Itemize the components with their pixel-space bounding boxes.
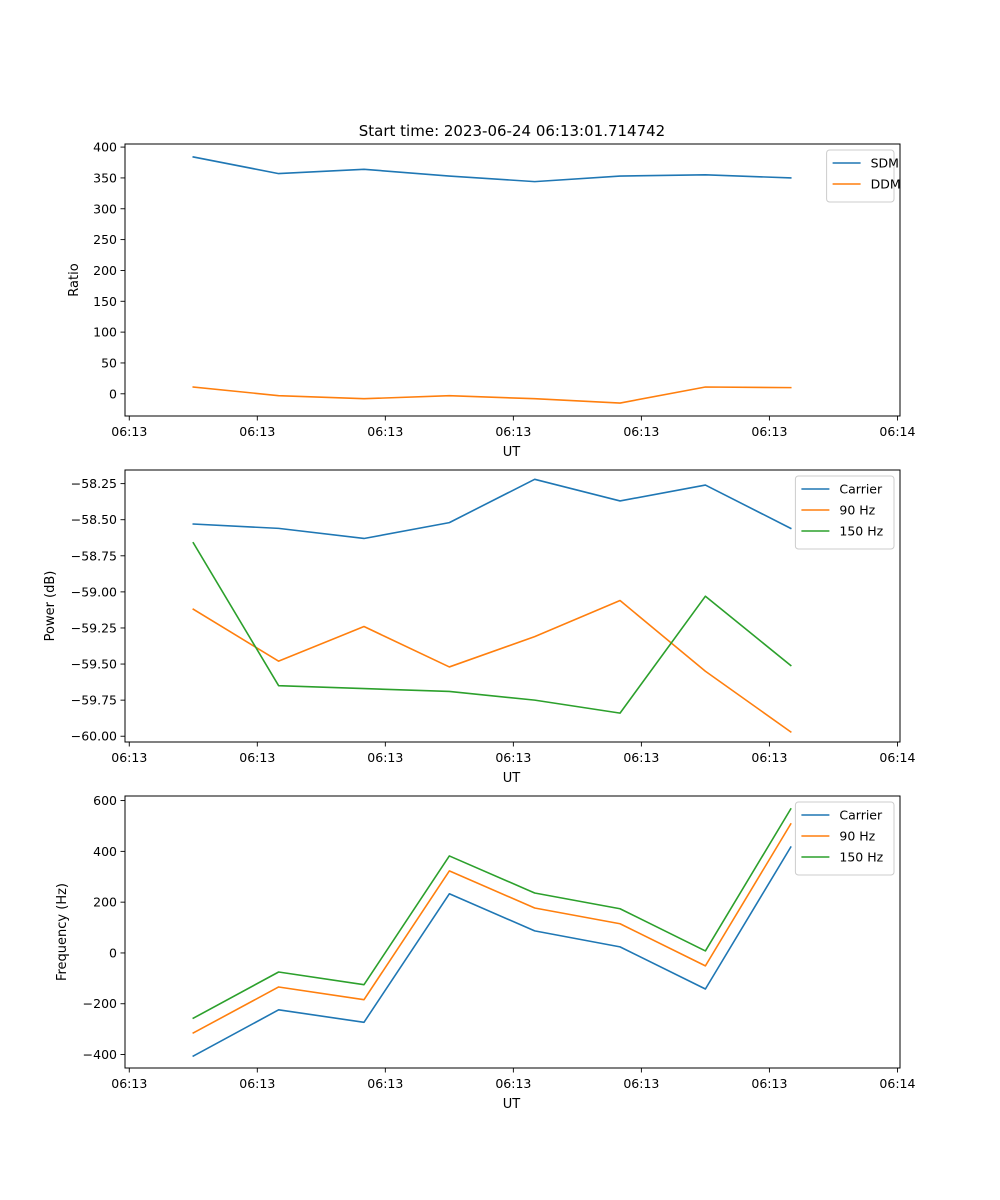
legend-label: SDM [871,156,899,171]
y-tick-label: 50 [101,355,117,370]
y-tick-label: 250 [93,232,117,247]
series-line-2-3 [192,541,792,714]
x-axis-label: UT [503,445,521,460]
legend-label: 90 Hz [839,503,875,518]
y-tick-label: 0 [109,945,117,960]
x-tick-label: 06:13 [239,750,275,765]
axes-frame [124,469,901,743]
x-tick-label: 06:13 [751,424,787,439]
x-tick-label: 06:14 [879,424,915,439]
y-tick-label: 350 [93,170,117,185]
y-tick-label: −400 [83,1047,117,1062]
x-axis-label: UT [503,1097,521,1112]
x-tick-label: 06:13 [751,1076,787,1091]
series-line-1-2 [192,386,792,404]
chart-panel-1: 06:13 06:13 06:13 06:13 06:13 06:13 06:14 0 50 10… [67,140,915,460]
series-line-3-3 [192,807,792,1020]
y-tick-label: 400 [93,844,117,859]
y-tick-label: 150 [93,294,117,309]
x-tick-label: 06:13 [111,424,147,439]
y-tick-label: 100 [93,325,117,340]
series-line-2-1 [192,478,792,540]
x-tick-label: 06:13 [367,750,403,765]
y-tick-label: 0 [109,386,117,401]
x-tick-label: 06:13 [367,1076,403,1091]
y-tick-label: −200 [83,996,117,1011]
legend-label: Carrier [839,482,883,497]
y-axis-label: Power (dB) [43,571,58,642]
x-tick-label: 06:13 [495,424,531,439]
legend-label: 150 Hz [839,524,883,539]
y-tick-label: −59.00 [71,584,117,599]
x-tick-label: 06:13 [623,750,659,765]
y-tick-label: 400 [93,140,117,155]
y-tick-label: −59.50 [71,657,117,672]
x-tick-label: 06:13 [239,424,275,439]
legend-label: 90 Hz [839,829,875,844]
x-tick-label: 06:13 [239,1076,275,1091]
series-line-1-1 [192,156,792,183]
series-line-3-2 [192,822,792,1035]
legend-label: DDM [871,177,901,192]
chart-panel-2: 06:13 06:13 06:13 06:13 06:13 06:13 06:14 −60.0… [43,469,915,786]
y-tick-label: 300 [93,201,117,216]
y-tick-label: 200 [93,895,117,910]
series-line-3-1 [192,845,792,1058]
y-tick-label: −58.50 [71,512,117,527]
legend-label: 150 Hz [839,850,883,865]
x-tick-label: 06:13 [111,1076,147,1091]
x-tick-label: 06:13 [111,750,147,765]
x-tick-label: 06:13 [623,424,659,439]
y-tick-label: −59.75 [71,693,117,708]
figure-title: Start time: 2023-06-24 06:13:01.714742 [359,122,665,140]
x-tick-label: 06:13 [751,750,787,765]
chart-panel-3: 06:13 06:13 06:13 06:13 06:13 06:13 06:14 −400 −… [55,793,915,1112]
series-line-2-2 [192,599,792,734]
axes-frame [124,795,901,1069]
y-axis-label: Frequency (Hz) [55,883,70,981]
axes-frame [124,143,901,417]
x-tick-label: 06:13 [367,424,403,439]
y-tick-label: −60.00 [71,729,117,744]
y-tick-label: 600 [93,793,117,808]
y-tick-label: 200 [93,263,117,278]
y-tick-label: −58.75 [71,548,117,563]
x-tick-label: 06:13 [495,1076,531,1091]
x-tick-label: 06:13 [623,1076,659,1091]
x-tick-label: 06:14 [879,1076,915,1091]
x-axis-label: UT [503,771,521,786]
legend-label: Carrier [839,808,883,823]
x-tick-label: 06:14 [879,750,915,765]
y-axis-label: Ratio [67,263,82,296]
y-tick-label: −58.25 [71,476,117,491]
y-tick-label: −59.25 [71,620,117,635]
x-tick-label: 06:13 [495,750,531,765]
